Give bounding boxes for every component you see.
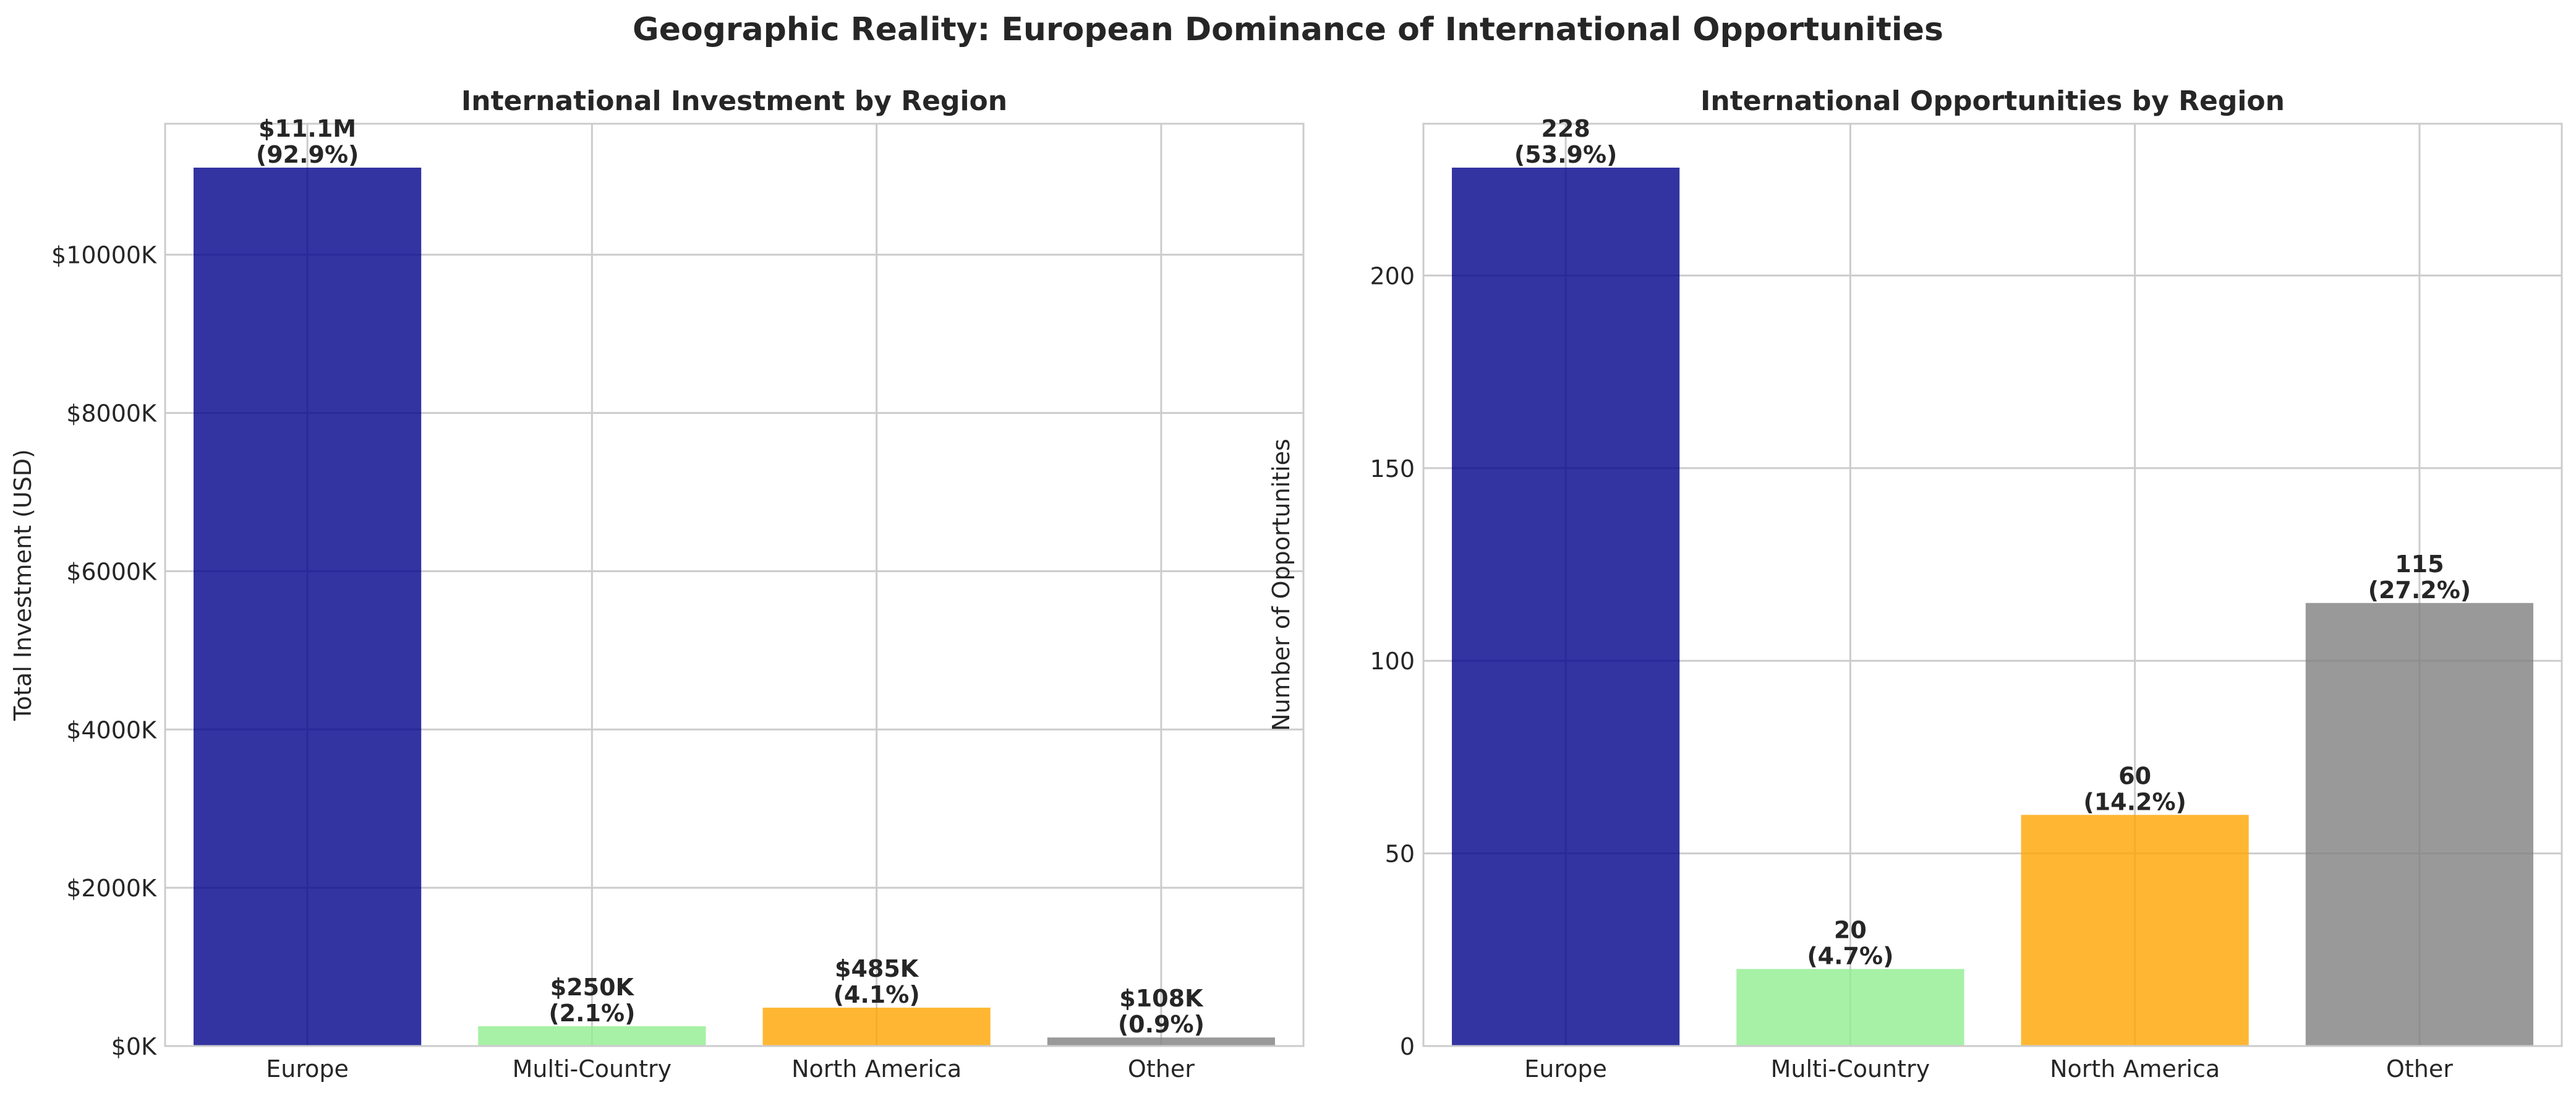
y-tick-label: $8000K [66, 400, 157, 427]
chart-title: International Investment by Region [461, 85, 1007, 117]
y-tick-label: $2000K [66, 875, 157, 902]
y-axis-label: Total Investment (USD) [9, 449, 36, 721]
y-tick-label: $0K [111, 1033, 157, 1060]
chart-panel-1: $11.1M(92.9%) $250K(2.1%) $485K(4.1%) $108K… [9, 85, 1305, 1083]
bar-north-america [2021, 815, 2249, 1046]
data-label-percent: (4.7%) [1807, 942, 1893, 969]
bar-europe [194, 168, 422, 1046]
data-label-percent: (53.9%) [1514, 141, 1618, 168]
data-label-percent: (2.1%) [548, 1000, 635, 1027]
data-label-value: 60 [2118, 762, 2151, 789]
x-tick-label: Other [2386, 1055, 2453, 1083]
x-tick-label: Europe [1524, 1055, 1607, 1083]
y-tick-label: 0 [1400, 1033, 1415, 1060]
y-tick-label: 150 [1370, 455, 1415, 483]
plot-frame [164, 122, 1305, 1047]
data-label-value: $108K [1119, 985, 1204, 1012]
data-label-value: 20 [1834, 916, 1867, 943]
bar-north-america [762, 1007, 991, 1046]
data-label-value: $11.1M [258, 115, 356, 142]
chart-panel-2: 228(53.9%) 20(4.7%) 60(14.2%) 115(27.2%) 0 50… [1268, 85, 2563, 1083]
bar-europe [1452, 168, 1680, 1046]
y-tick-label: 200 [1370, 262, 1415, 290]
data-label-value: $485K [835, 955, 919, 982]
x-tick-label: North America [791, 1055, 962, 1083]
x-tick-label: Europe [266, 1055, 349, 1083]
y-tick-label: $4000K [66, 716, 157, 744]
data-label-percent: (27.2%) [2368, 577, 2472, 604]
data-label-value: 115 [2395, 551, 2444, 578]
data-label-percent: (92.9%) [256, 141, 359, 168]
x-tick-label: Multi-Country [1771, 1055, 1930, 1083]
figure-title: Geographic Reality: European Dominance o… [633, 11, 1943, 48]
bar-other [1047, 1037, 1275, 1046]
x-tick-label: Multi-Country [513, 1055, 672, 1083]
y-tick-label: 50 [1385, 841, 1415, 868]
y-tick-label: $10000K [51, 242, 157, 269]
data-label-value: $250K [550, 974, 635, 1001]
x-tick-label: North America [2050, 1055, 2220, 1083]
data-label-value: 228 [1541, 115, 1590, 142]
bar-multi-country [478, 1026, 706, 1046]
bar-multi-country [1736, 969, 1964, 1046]
y-tick-label: $6000K [66, 558, 157, 585]
chart-title: International Opportunities by Region [1700, 85, 2285, 117]
y-axis-label: Number of Opportunities [1268, 439, 1295, 731]
data-label-percent: (4.1%) [834, 981, 920, 1008]
data-label-percent: (14.2%) [2083, 788, 2186, 815]
plot-frame [1422, 122, 2563, 1047]
bar-other [2305, 603, 2533, 1046]
data-label-percent: (0.9%) [1118, 1011, 1205, 1038]
y-tick-label: 100 [1370, 648, 1415, 675]
x-tick-label: Other [1128, 1055, 1195, 1083]
